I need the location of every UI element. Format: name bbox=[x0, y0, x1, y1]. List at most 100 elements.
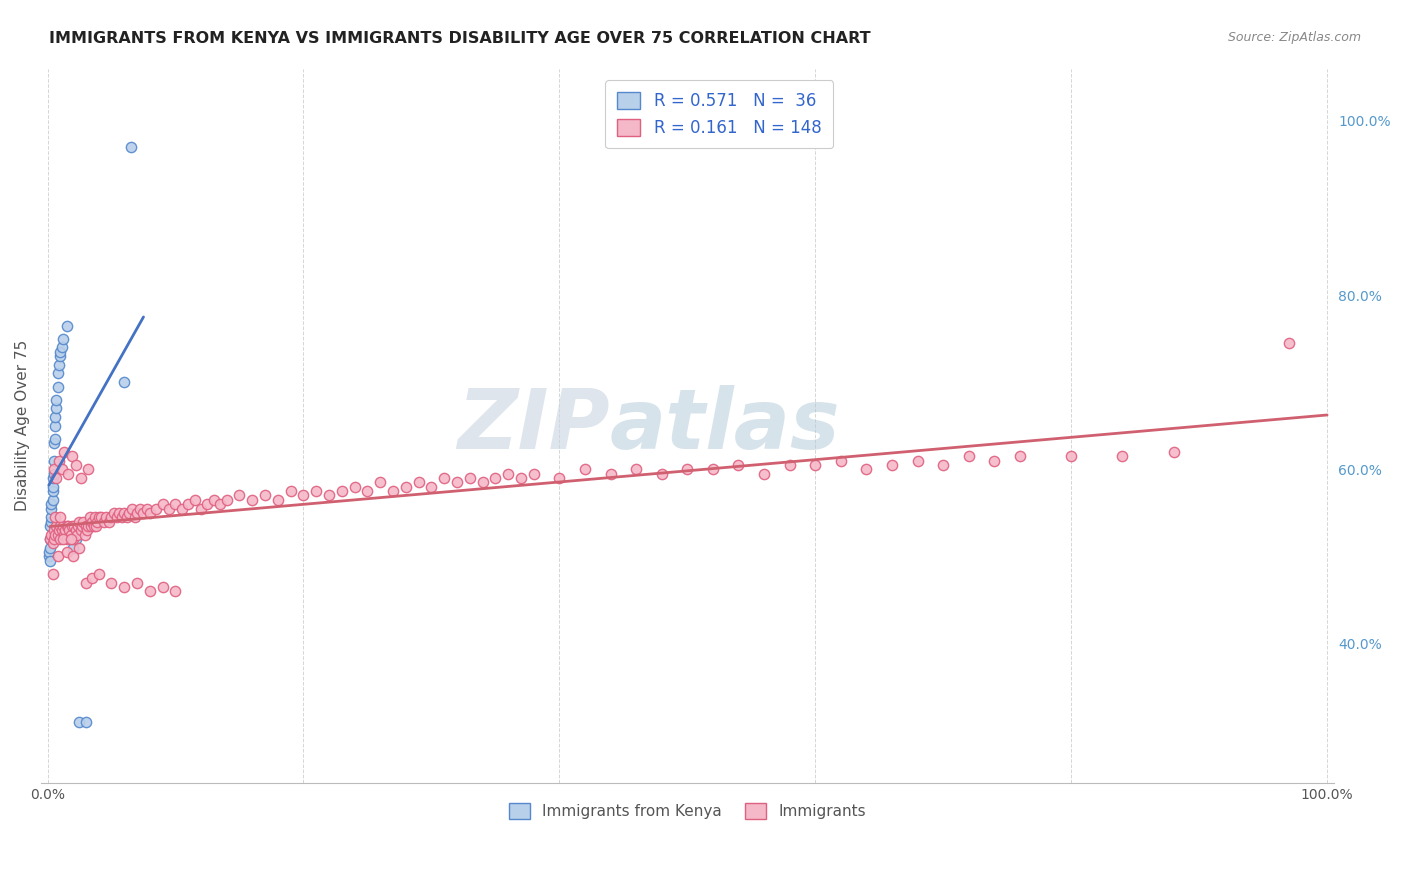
Point bbox=[49, 532, 72, 546]
Point bbox=[305, 484, 328, 499]
Point bbox=[228, 488, 250, 502]
Point bbox=[93, 515, 115, 529]
Point bbox=[41, 515, 63, 529]
Point bbox=[280, 484, 302, 499]
Point bbox=[48, 524, 70, 538]
Point bbox=[77, 519, 100, 533]
Point bbox=[41, 484, 63, 499]
Point bbox=[66, 527, 89, 541]
Point bbox=[51, 524, 73, 538]
Point bbox=[44, 510, 66, 524]
Point bbox=[82, 571, 104, 585]
Point bbox=[46, 379, 69, 393]
Point bbox=[267, 492, 290, 507]
Point bbox=[183, 492, 205, 507]
Point bbox=[496, 467, 519, 481]
Point bbox=[59, 527, 82, 541]
Point bbox=[292, 488, 315, 502]
Point bbox=[46, 527, 69, 541]
Point bbox=[39, 541, 62, 555]
Point bbox=[49, 510, 72, 524]
Point bbox=[55, 318, 77, 333]
Point bbox=[42, 524, 65, 538]
Point bbox=[38, 545, 60, 559]
Point bbox=[105, 510, 128, 524]
Text: atlas: atlas bbox=[610, 385, 841, 467]
Point bbox=[44, 527, 66, 541]
Point bbox=[69, 515, 91, 529]
Point bbox=[830, 453, 852, 467]
Point bbox=[86, 515, 108, 529]
Point bbox=[44, 432, 66, 446]
Point bbox=[56, 519, 79, 533]
Point bbox=[96, 510, 118, 524]
Point bbox=[152, 580, 174, 594]
Point bbox=[52, 332, 75, 346]
Point bbox=[53, 445, 76, 459]
Point bbox=[197, 497, 219, 511]
Point bbox=[46, 367, 69, 381]
Point bbox=[510, 471, 533, 485]
Point bbox=[907, 453, 929, 467]
Point bbox=[136, 501, 159, 516]
Point bbox=[77, 462, 100, 476]
Point bbox=[63, 519, 86, 533]
Point bbox=[170, 501, 193, 516]
Point bbox=[44, 418, 66, 433]
Point bbox=[41, 497, 63, 511]
Point bbox=[112, 375, 135, 389]
Point bbox=[84, 519, 107, 533]
Point bbox=[983, 453, 1005, 467]
Point bbox=[145, 501, 167, 516]
Point bbox=[165, 584, 187, 599]
Point bbox=[318, 488, 340, 502]
Point bbox=[1278, 336, 1301, 351]
Point bbox=[45, 401, 67, 416]
Point bbox=[65, 524, 87, 538]
Point bbox=[45, 392, 67, 407]
Point bbox=[55, 519, 77, 533]
Point bbox=[73, 527, 96, 541]
Point bbox=[72, 515, 94, 529]
Point bbox=[69, 524, 91, 538]
Point bbox=[100, 510, 122, 524]
Point bbox=[118, 506, 141, 520]
Point bbox=[120, 140, 142, 154]
Point bbox=[55, 545, 77, 559]
Point bbox=[139, 584, 162, 599]
Point bbox=[804, 458, 827, 472]
Point bbox=[112, 580, 135, 594]
Legend: Immigrants from Kenya, Immigrants: Immigrants from Kenya, Immigrants bbox=[502, 797, 872, 825]
Point bbox=[42, 532, 65, 546]
Point bbox=[39, 532, 62, 546]
Point bbox=[39, 554, 62, 568]
Point bbox=[41, 471, 63, 485]
Point bbox=[52, 519, 75, 533]
Point bbox=[471, 475, 494, 490]
Point bbox=[39, 532, 62, 546]
Point bbox=[356, 484, 378, 499]
Point bbox=[932, 458, 955, 472]
Point bbox=[75, 714, 97, 729]
Point bbox=[83, 510, 105, 524]
Point bbox=[202, 492, 225, 507]
Point bbox=[121, 501, 143, 516]
Point bbox=[152, 497, 174, 511]
Point bbox=[51, 340, 73, 354]
Point bbox=[46, 549, 69, 564]
Point bbox=[41, 527, 63, 541]
Point bbox=[69, 541, 91, 555]
Point bbox=[75, 519, 97, 533]
Point bbox=[574, 462, 596, 476]
Point bbox=[41, 510, 63, 524]
Point bbox=[62, 532, 84, 546]
Point bbox=[38, 549, 60, 564]
Point bbox=[779, 458, 801, 472]
Point bbox=[67, 519, 90, 533]
Y-axis label: Disability Age Over 75: Disability Age Over 75 bbox=[15, 340, 30, 511]
Point bbox=[41, 501, 63, 516]
Point bbox=[65, 532, 87, 546]
Point bbox=[52, 532, 75, 546]
Point bbox=[395, 480, 418, 494]
Point bbox=[58, 524, 80, 538]
